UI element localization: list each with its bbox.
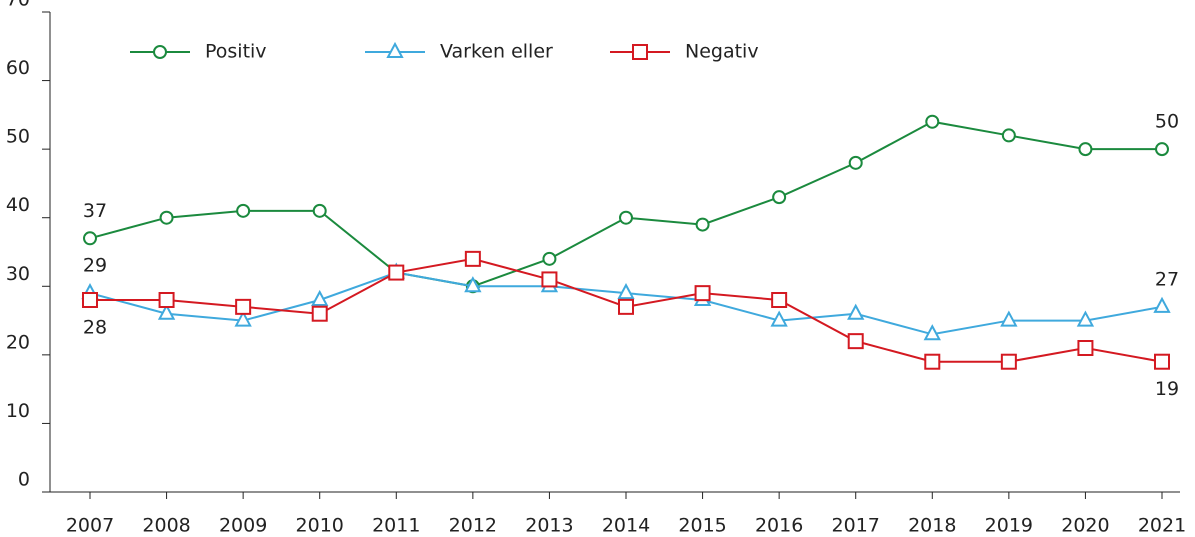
data-label: 28 — [83, 317, 107, 339]
x-tick-label: 2021 — [1138, 515, 1186, 537]
series-line — [89, 120, 1162, 288]
data-label: 37 — [83, 200, 107, 222]
marker — [619, 210, 633, 225]
data-label: 27 — [1155, 268, 1179, 290]
marker — [847, 303, 865, 320]
marker — [771, 292, 788, 308]
legend-label: Varken eller — [440, 41, 553, 63]
marker — [1154, 353, 1170, 370]
x-tick-label: 2014 — [602, 515, 650, 537]
marker — [1001, 128, 1016, 143]
y-tick-label: 20 — [6, 331, 30, 353]
y-tick-label: 0 — [18, 469, 30, 491]
marker — [541, 271, 558, 288]
marker — [1076, 310, 1095, 327]
marker — [1155, 142, 1169, 157]
marker — [311, 289, 329, 306]
marker — [464, 250, 481, 267]
marker — [923, 324, 941, 341]
marker — [386, 41, 404, 58]
marker — [1000, 353, 1017, 370]
marker — [695, 217, 710, 232]
marker — [617, 283, 635, 300]
marker — [234, 310, 252, 327]
data-label: 19 — [1155, 378, 1179, 400]
marker — [312, 203, 327, 218]
marker — [772, 190, 787, 205]
y-tick-label: 40 — [6, 194, 30, 216]
marker — [388, 264, 405, 281]
marker — [464, 276, 482, 293]
x-tick-label: 2010 — [296, 515, 344, 537]
x-tick-label: 2018 — [908, 515, 956, 537]
x-tick-label: 2011 — [372, 515, 420, 537]
marker — [1153, 296, 1171, 313]
legend-label: Negativ — [685, 41, 759, 63]
y-tick-label: 70 — [6, 0, 30, 11]
x-tick-label: 2020 — [1061, 515, 1109, 537]
x-tick-label: 2007 — [66, 515, 114, 537]
marker — [1000, 310, 1018, 327]
marker — [848, 155, 863, 170]
data-label: 29 — [83, 255, 107, 277]
marker — [847, 333, 864, 350]
data-label: 50 — [1155, 111, 1179, 133]
marker — [618, 298, 634, 315]
marker — [236, 203, 251, 218]
x-tick-label: 2015 — [678, 515, 726, 537]
x-tick-label: 2019 — [985, 515, 1033, 537]
x-tick-label: 2017 — [832, 515, 880, 537]
legend-label: Positiv — [205, 41, 267, 63]
marker — [157, 303, 176, 320]
marker — [1078, 142, 1093, 157]
y-tick-label: 50 — [6, 126, 30, 148]
y-tick-label: 30 — [6, 263, 30, 285]
marker — [82, 292, 98, 308]
marker — [158, 292, 175, 308]
marker — [924, 353, 941, 370]
x-tick-label: 2013 — [525, 515, 573, 537]
marker — [153, 45, 167, 59]
marker — [632, 44, 648, 60]
marker — [1077, 340, 1094, 356]
x-tick-label: 2008 — [142, 515, 190, 537]
x-tick-label: 2012 — [449, 515, 497, 537]
marker — [159, 210, 174, 225]
marker — [235, 298, 252, 315]
marker — [311, 305, 328, 322]
marker — [770, 310, 788, 327]
x-tick-label: 2016 — [755, 515, 803, 537]
x-tick-label: 2009 — [219, 515, 267, 537]
marker — [925, 114, 940, 129]
y-tick-label: 10 — [6, 400, 30, 422]
marker — [694, 285, 711, 302]
y-tick-label: 60 — [6, 57, 30, 79]
marker — [83, 231, 97, 246]
marker — [542, 251, 557, 266]
